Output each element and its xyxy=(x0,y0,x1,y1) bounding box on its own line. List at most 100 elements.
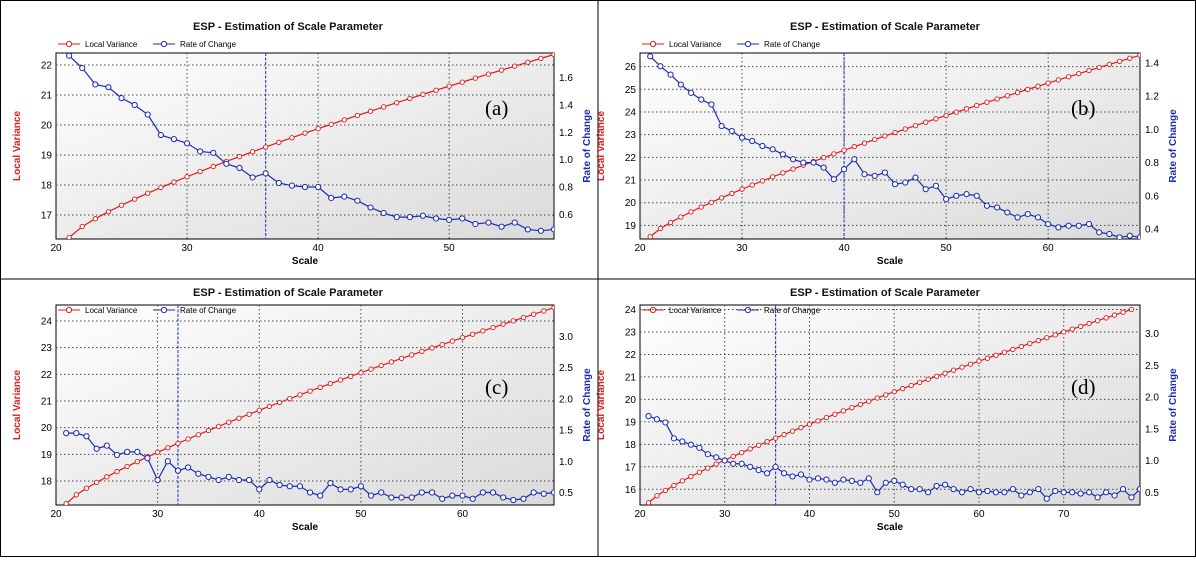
local-variance-point xyxy=(302,130,308,136)
local-variance-point xyxy=(713,461,719,467)
panel-label: (a) xyxy=(485,96,508,120)
y2-tick-label: 0.6 xyxy=(559,210,573,221)
rate-of-change-point xyxy=(1043,495,1050,502)
local-variance-point xyxy=(105,209,112,215)
local-variance-point xyxy=(1004,93,1010,99)
local-variance-point xyxy=(823,414,830,421)
legend-label-rate-of-change: Rate of Change xyxy=(180,40,237,49)
y2-tick-label: 0.5 xyxy=(559,488,573,499)
rate-of-change-point xyxy=(1001,489,1008,496)
local-variance-point xyxy=(849,405,855,411)
rate-of-change-point xyxy=(975,489,983,496)
local-variance-point xyxy=(175,440,181,447)
rate-of-change-point xyxy=(428,489,436,496)
x-tick-label: 30 xyxy=(181,243,193,254)
local-variance-point xyxy=(1116,58,1123,64)
rate-of-change-point xyxy=(755,466,762,474)
rate-of-change-point xyxy=(118,95,125,102)
x-tick-label: 20 xyxy=(634,509,646,520)
rate-of-change-point xyxy=(747,463,754,471)
rate-of-change-point xyxy=(459,215,466,222)
local-variance-point xyxy=(83,485,90,491)
local-variance-point xyxy=(883,392,889,398)
y2-axis-label: Rate of Change xyxy=(1168,368,1179,442)
rate-of-change-point xyxy=(1116,234,1123,239)
y-tick-label: 17 xyxy=(41,211,53,222)
rate-of-change-point xyxy=(520,495,527,502)
rate-of-change-point xyxy=(306,489,314,496)
legend-marker-rate-of-change xyxy=(744,40,752,48)
rate-of-change-point xyxy=(223,160,230,167)
local-variance-point xyxy=(866,398,872,404)
rate-of-change-point xyxy=(408,494,415,501)
x-tick-label: 30 xyxy=(152,509,164,520)
panel-label: (c) xyxy=(485,375,508,399)
rate-of-change-point xyxy=(354,197,361,204)
local-variance-point xyxy=(1094,318,1101,324)
y2-axis-label: Rate of Change xyxy=(1168,109,1179,183)
y-tick-label: 22 xyxy=(625,153,637,164)
y-axis-label: Local Variance xyxy=(596,370,607,440)
y-tick-label: 21 xyxy=(625,176,637,187)
rate-of-change-point xyxy=(823,476,830,483)
rate-of-change-point xyxy=(1018,492,1025,499)
y2-tick-label: 1.2 xyxy=(559,128,573,139)
rate-of-change-point xyxy=(840,166,848,173)
rate-of-change-point xyxy=(124,448,131,455)
plot-area xyxy=(55,52,555,240)
local-variance-point xyxy=(297,392,303,398)
rate-of-change-point xyxy=(967,486,974,493)
local-variance-point xyxy=(1014,89,1021,96)
local-variance-point xyxy=(1061,329,1067,335)
rate-of-change-point xyxy=(419,212,427,219)
rate-of-change-point xyxy=(328,194,335,202)
y2-tick-label: 0.4 xyxy=(1145,225,1159,236)
rate-of-change-point xyxy=(973,192,980,199)
local-variance-point xyxy=(892,129,898,136)
local-variance-point xyxy=(1035,83,1041,89)
rate-of-change-point xyxy=(93,445,100,452)
rate-of-change-point xyxy=(103,442,110,449)
local-variance-point xyxy=(449,338,456,344)
rate-of-change-point xyxy=(1052,487,1059,495)
local-variance-point xyxy=(104,474,110,480)
y2-tick-label: 1.0 xyxy=(559,155,573,166)
rate-of-change-point xyxy=(1119,486,1127,493)
chart-panel-1: ESP - Estimation of Scale Parameter Local… xyxy=(12,21,593,267)
rate-of-change-point xyxy=(653,416,661,423)
rate-of-change-point xyxy=(511,219,518,226)
local-variance-point xyxy=(256,407,262,413)
local-variance-point xyxy=(348,373,354,379)
local-variance-point xyxy=(679,478,686,484)
local-variance-point xyxy=(780,170,786,176)
local-variance-point xyxy=(551,305,554,311)
rate-of-change-point xyxy=(925,489,932,496)
rate-of-change-point xyxy=(537,227,544,234)
rate-of-change-point xyxy=(721,457,728,464)
rate-of-change-point xyxy=(881,169,888,176)
chart-title: ESP - Estimation of Scale Parameter xyxy=(790,21,981,33)
rate-of-change-point xyxy=(540,490,547,497)
rate-of-change-point xyxy=(510,496,517,504)
rate-of-change-point xyxy=(899,481,906,488)
local-variance-point xyxy=(378,362,384,369)
rate-of-change-point xyxy=(687,441,694,448)
rate-of-change-point xyxy=(1034,214,1042,221)
rate-of-change-point xyxy=(79,64,86,72)
local-variance-point xyxy=(470,331,476,337)
x-axis-label: Scale xyxy=(877,522,904,533)
local-variance-point xyxy=(394,100,400,106)
local-variance-point xyxy=(409,352,415,358)
local-variance-point xyxy=(1069,326,1075,332)
x-tick-label: 20 xyxy=(50,243,62,254)
local-variance-point xyxy=(500,321,506,327)
rate-of-change-point xyxy=(958,489,966,496)
local-variance-point xyxy=(341,117,347,123)
rate-of-change-point xyxy=(388,494,395,501)
y2-tick-label: 1.2 xyxy=(1145,92,1159,103)
local-variance-point xyxy=(1111,312,1118,318)
rate-of-change-point xyxy=(831,479,839,486)
x-tick-label: 40 xyxy=(313,243,325,254)
rate-of-change-point xyxy=(157,131,164,139)
